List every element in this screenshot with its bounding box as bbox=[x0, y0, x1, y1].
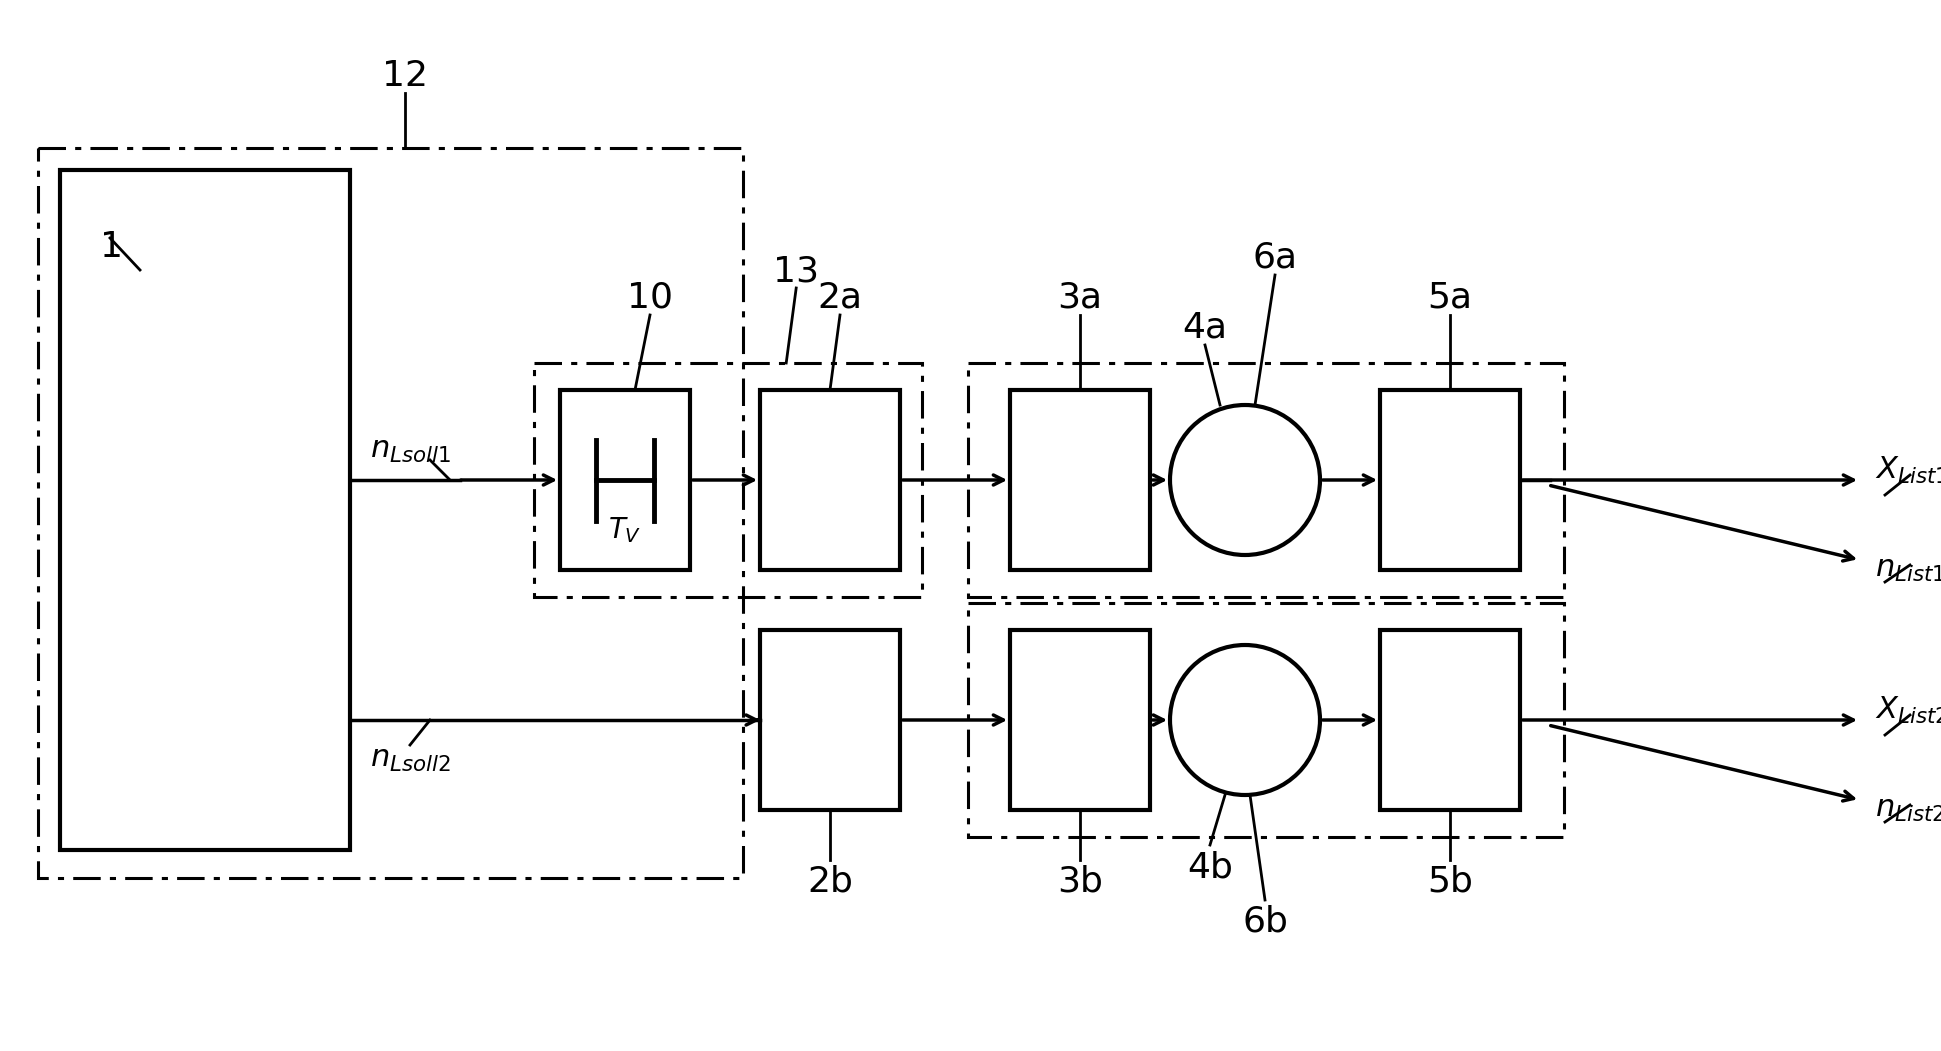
Text: $X_{List1}$: $X_{List1}$ bbox=[1875, 454, 1941, 486]
Text: $T_V$: $T_V$ bbox=[608, 515, 642, 545]
Text: 1: 1 bbox=[101, 230, 122, 264]
Text: 3a: 3a bbox=[1058, 281, 1102, 315]
Text: 5a: 5a bbox=[1427, 281, 1473, 315]
Bar bbox=[39, 148, 743, 878]
Circle shape bbox=[1170, 645, 1320, 795]
Bar bbox=[561, 390, 689, 570]
Circle shape bbox=[1170, 405, 1320, 555]
Bar bbox=[969, 363, 1564, 597]
Text: 6a: 6a bbox=[1252, 241, 1297, 275]
Bar bbox=[761, 630, 901, 810]
Text: $X_{List2}$: $X_{List2}$ bbox=[1875, 695, 1941, 725]
Text: $n_{Lsoll1}$: $n_{Lsoll1}$ bbox=[371, 436, 450, 465]
Text: 13: 13 bbox=[773, 254, 819, 288]
Text: 6b: 6b bbox=[1242, 905, 1289, 939]
Text: 3b: 3b bbox=[1058, 865, 1102, 899]
Text: 2a: 2a bbox=[817, 281, 862, 315]
Text: $n_{List2}$: $n_{List2}$ bbox=[1875, 796, 1941, 824]
Bar bbox=[60, 170, 349, 850]
Bar bbox=[1009, 390, 1149, 570]
Text: 12: 12 bbox=[382, 59, 427, 92]
Text: $n_{List1}$: $n_{List1}$ bbox=[1875, 556, 1941, 584]
Text: 5b: 5b bbox=[1427, 865, 1473, 899]
Text: 2b: 2b bbox=[807, 865, 852, 899]
Text: 4b: 4b bbox=[1188, 850, 1233, 884]
Bar bbox=[1380, 630, 1520, 810]
Text: 4a: 4a bbox=[1182, 311, 1227, 345]
Bar bbox=[969, 603, 1564, 837]
Bar bbox=[534, 363, 922, 597]
Bar bbox=[1380, 390, 1520, 570]
Text: 10: 10 bbox=[627, 281, 674, 315]
Text: $n_{Lsoll2}$: $n_{Lsoll2}$ bbox=[371, 745, 450, 774]
Bar bbox=[1009, 630, 1149, 810]
Bar bbox=[761, 390, 901, 570]
